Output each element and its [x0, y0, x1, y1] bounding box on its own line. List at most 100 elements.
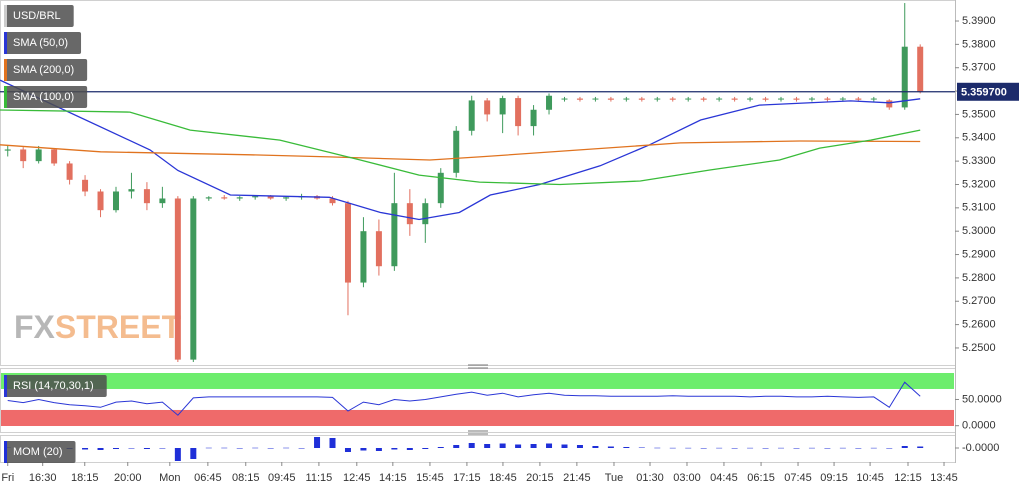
- mom-bar: [762, 448, 769, 449]
- mom-bar: [623, 447, 630, 448]
- mom-bar: [375, 448, 382, 451]
- candle-body: [391, 203, 398, 267]
- x-tick-label: 14:15: [379, 472, 407, 484]
- legend-swatch: [4, 441, 7, 463]
- candle-body: [236, 197, 243, 199]
- x-tick-label: 04:45: [710, 472, 738, 484]
- x-tick-label: 21:45: [563, 472, 591, 484]
- y-tick-label: 5.3400: [962, 132, 996, 144]
- x-tick-label: 01:30: [636, 472, 664, 484]
- candle-body: [530, 109, 537, 127]
- watermark-street: STREET: [55, 309, 182, 345]
- candle-body: [283, 197, 290, 199]
- y-tick-label: 5.3900: [962, 15, 996, 27]
- legend-item[interactable]: SMA (100,0): [4, 86, 88, 108]
- legend-box: [4, 86, 88, 108]
- candle-body: [669, 98, 676, 100]
- mom-bar: [159, 448, 166, 449]
- x-tick-label: 12:45: [343, 472, 371, 484]
- mom-bar: [221, 447, 228, 449]
- mom-bar: [654, 447, 661, 449]
- candle-body: [793, 98, 800, 100]
- oversold-zone: [1, 409, 954, 426]
- legend-item[interactable]: RSI (14,70,30,1): [4, 375, 107, 397]
- mom-bar: [437, 447, 444, 448]
- y-tick-label: 5.2500: [962, 342, 996, 354]
- y-tick-label: 5.2900: [962, 248, 996, 260]
- candle-body: [375, 231, 382, 267]
- x-tick-label: 15:45: [416, 472, 444, 484]
- candle-body: [855, 98, 862, 100]
- mom-bar: [546, 443, 553, 448]
- candle-body: [344, 203, 351, 283]
- candle-body: [762, 98, 769, 100]
- candle-body: [747, 98, 754, 100]
- x-tick-label: 17:15: [453, 472, 481, 484]
- y-tick-label: 5.3100: [962, 202, 996, 214]
- mom-bar: [205, 447, 212, 449]
- legend-label: SMA (50,0): [13, 37, 68, 49]
- mom-bar: [236, 448, 243, 449]
- mom-bar: [793, 448, 800, 449]
- mom-bar: [855, 448, 862, 449]
- legend-swatch: [4, 32, 7, 54]
- mom-bar: [886, 448, 893, 449]
- candle-body: [515, 98, 522, 127]
- mom-bar: [298, 448, 305, 449]
- legend-label: MOM (20): [13, 446, 63, 458]
- legend-label: SMA (100,0): [13, 91, 74, 103]
- candle-body: [886, 100, 893, 108]
- legend-box: [4, 441, 76, 463]
- mom-bar: [499, 443, 506, 448]
- candle-body: [190, 198, 197, 360]
- sma-line: [0, 79, 921, 221]
- candle-body: [174, 198, 181, 360]
- x-tick-label: 16:30: [29, 472, 57, 484]
- panel-handle[interactable]: [468, 364, 488, 369]
- y-tick-label: 5.2600: [962, 319, 996, 331]
- mom-bar: [561, 444, 568, 448]
- legend-swatch: [4, 59, 7, 81]
- legend-item[interactable]: MOM (20): [4, 441, 76, 463]
- candle-body: [82, 179, 89, 192]
- candle-body: [267, 196, 274, 199]
- candle-body: [205, 197, 212, 199]
- mom-bar: [453, 445, 460, 448]
- candle-body: [917, 46, 924, 92]
- x-tick-label: 18:15: [71, 472, 99, 484]
- mom-bar: [329, 438, 336, 448]
- y-tick-label: 5.2800: [962, 272, 996, 284]
- mom-bar: [360, 448, 367, 451]
- mom-bar: [808, 447, 815, 449]
- mom-bar: [314, 437, 321, 448]
- legend-item[interactable]: USD/BRL: [4, 5, 74, 27]
- mom-bar: [870, 447, 877, 449]
- y-tick-label: 5.3500: [962, 108, 996, 120]
- x-tick-label: 09:45: [268, 472, 296, 484]
- candle-body: [51, 149, 58, 164]
- y-tick-label: 50.0000: [962, 393, 1002, 405]
- mom-bar: [778, 447, 785, 449]
- y-tick-label: 5.3800: [962, 38, 996, 50]
- mom-bar: [576, 445, 583, 448]
- rsi-line: [7, 381, 921, 416]
- panel-handle[interactable]: [468, 430, 488, 435]
- mom-bar: [267, 448, 274, 449]
- last-price-label: 5.359700: [961, 87, 1007, 99]
- mom-bar: [700, 448, 707, 449]
- mom-bar: [731, 448, 738, 449]
- candle-body: [484, 100, 491, 115]
- candle-body: [4, 149, 11, 151]
- candle-body: [128, 189, 135, 192]
- x-tick-label: 13:45: [930, 472, 958, 484]
- mom-bar: [252, 447, 259, 449]
- legend-item[interactable]: SMA (200,0): [4, 59, 88, 81]
- mom-bar: [112, 448, 119, 449]
- watermark: FXSTREET: [14, 309, 182, 345]
- legend-item[interactable]: SMA (50,0): [4, 32, 82, 54]
- candle-body: [808, 98, 815, 100]
- mom-bar: [190, 448, 197, 459]
- candle-body: [654, 98, 661, 100]
